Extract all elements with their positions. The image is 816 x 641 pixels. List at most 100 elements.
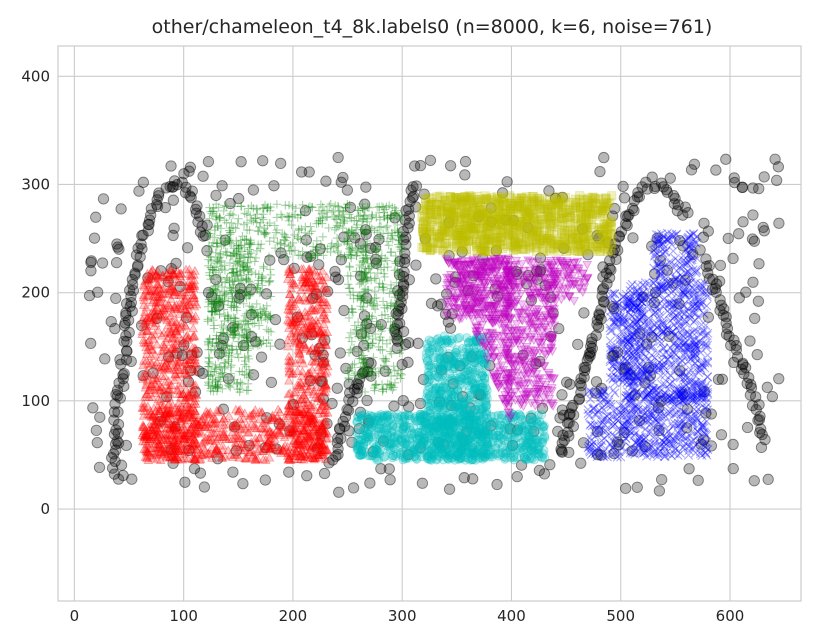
data-point — [215, 310, 224, 319]
noise-point — [383, 463, 395, 475]
data-point — [438, 381, 448, 391]
data-point — [537, 437, 547, 448]
data-point — [364, 203, 374, 212]
noise-point — [391, 329, 403, 341]
data-point — [207, 242, 216, 251]
noise-point — [657, 181, 670, 193]
noise-point — [332, 273, 345, 286]
noise-point — [556, 191, 569, 203]
noise-point — [756, 428, 768, 441]
noise-point — [597, 295, 610, 308]
noise-point — [597, 261, 609, 273]
noise-point — [447, 378, 459, 390]
data-point — [217, 234, 226, 243]
noise-point — [730, 339, 742, 352]
noise-point — [575, 457, 587, 469]
noise-point — [189, 203, 202, 216]
noise-point — [534, 252, 547, 264]
noise-point — [629, 389, 641, 401]
data-point — [293, 213, 302, 222]
noise-point — [255, 351, 268, 363]
noise-point — [132, 259, 144, 271]
noise-point — [259, 441, 271, 454]
data-point — [263, 221, 272, 230]
noise-point — [109, 398, 121, 410]
noise-point — [458, 472, 470, 484]
noise-point — [698, 386, 710, 398]
data-point — [481, 383, 491, 393]
noise-point — [710, 286, 722, 298]
data-point — [209, 297, 219, 307]
data-point — [215, 252, 225, 262]
noise-point — [151, 199, 163, 211]
noise-point — [511, 268, 523, 281]
noise-point — [578, 365, 591, 377]
data-point — [246, 211, 255, 220]
data-point — [334, 202, 343, 212]
data-point — [307, 227, 316, 236]
data-point — [252, 218, 261, 227]
noise-point — [715, 299, 727, 311]
noise-point — [554, 412, 566, 424]
data-point — [352, 251, 361, 261]
noise-point — [733, 292, 745, 304]
noise-point — [288, 262, 300, 275]
noise-point — [631, 191, 644, 203]
data-point — [452, 451, 462, 461]
data-point — [469, 385, 479, 395]
data-point — [218, 294, 227, 304]
noise-point — [137, 229, 149, 241]
noise-point — [485, 216, 497, 228]
noise-point — [343, 393, 355, 406]
noise-point — [443, 216, 455, 229]
noise-point — [191, 200, 203, 212]
noise-point — [467, 270, 480, 282]
noise-point — [399, 253, 411, 265]
noise-point — [165, 160, 177, 172]
noise-point — [183, 165, 195, 177]
noise-point — [344, 387, 356, 399]
noise-point — [584, 350, 596, 362]
noise-point — [167, 457, 179, 469]
noise-point — [164, 180, 176, 193]
data-point — [257, 213, 267, 222]
noise-point — [627, 202, 639, 215]
noise-point — [700, 260, 712, 273]
noise-point — [210, 189, 222, 202]
noise-point — [728, 356, 740, 369]
noise-point — [112, 241, 124, 253]
noise-point — [397, 270, 410, 283]
noise-point — [307, 292, 319, 304]
noise-point — [243, 439, 255, 452]
noise-points — [83, 151, 785, 498]
noise-point — [576, 223, 589, 235]
noise-point — [648, 296, 660, 309]
noise-point — [347, 482, 360, 494]
noise-point — [159, 201, 172, 214]
noise-point — [679, 274, 691, 286]
noise-point — [697, 231, 710, 243]
data-point — [357, 199, 367, 209]
noise-point — [313, 342, 325, 355]
noise-point — [459, 169, 471, 181]
data-point — [208, 375, 217, 384]
noise-point — [143, 218, 155, 231]
data-point — [210, 299, 220, 308]
noise-point — [650, 286, 662, 299]
noise-point — [544, 459, 556, 471]
noise-point — [649, 180, 661, 193]
noise-point — [668, 198, 681, 210]
noise-point — [619, 362, 631, 374]
noise-point — [443, 483, 456, 495]
noise-point — [507, 214, 520, 227]
noise-point — [403, 337, 415, 349]
noise-point — [327, 454, 339, 466]
noise-point — [137, 176, 149, 188]
noise-point — [543, 185, 555, 197]
data-point — [397, 437, 407, 448]
noise-point — [112, 418, 125, 431]
data-point — [450, 363, 460, 374]
noise-point — [611, 436, 624, 448]
data-point — [387, 452, 397, 463]
noise-point — [681, 422, 693, 434]
